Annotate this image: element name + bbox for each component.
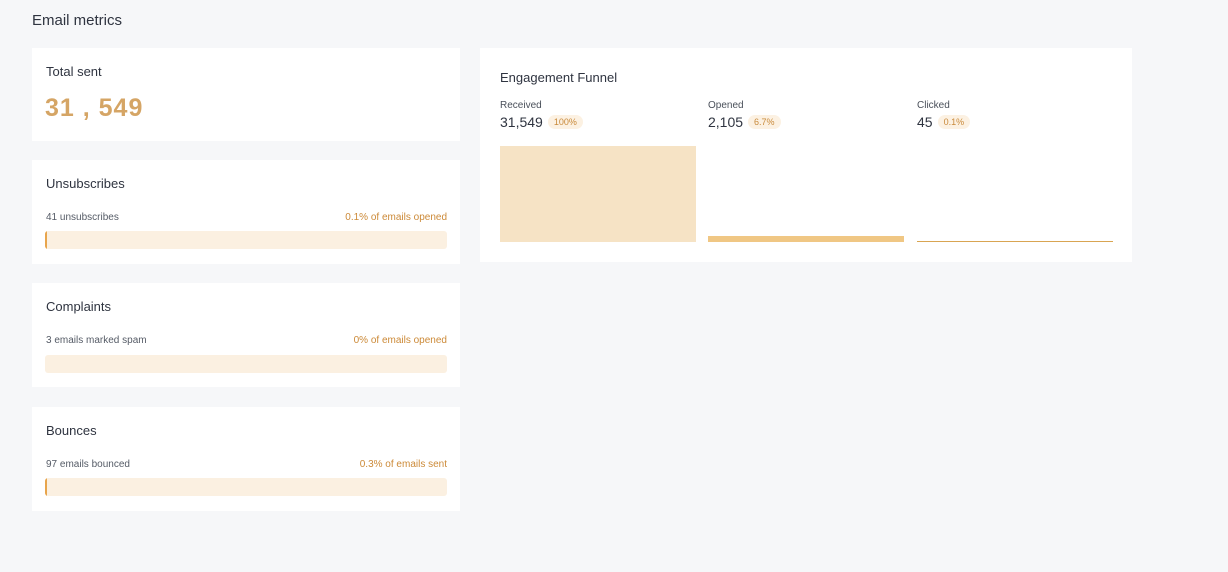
funnel-stage-label: Opened (708, 100, 744, 111)
bounces-count: 97 emails bounced (46, 459, 130, 470)
page-title: Email metrics (32, 12, 123, 29)
bounces-progress-fill (45, 478, 47, 496)
unsubscribes-rate: 0.1% of emails opened (345, 212, 447, 223)
unsubscribes-progress-track (45, 231, 447, 249)
unsubscribes-progress-fill (45, 231, 47, 249)
funnel-bar-received (500, 146, 696, 242)
total-sent-card: Total sent 31 , 549 (32, 48, 460, 141)
funnel-stage-clicked: Clicked 45 0.1% (917, 100, 1113, 130)
funnel-stage-value: 2,105 (708, 114, 744, 130)
funnel-stage-label: Clicked (917, 100, 950, 111)
funnel-stage-value: 31,549 (500, 114, 543, 130)
unsubscribes-title: Unsubscribes (46, 176, 125, 191)
complaints-count: 3 emails marked spam (46, 335, 147, 346)
total-sent-title: Total sent (46, 64, 102, 79)
total-sent-value: 31 , 549 (45, 94, 144, 122)
funnel-stage-percent-badge: 100% (547, 115, 583, 129)
bounces-card: Bounces 97 emails bounced 0.3% of emails… (32, 407, 460, 511)
funnel-stage-label: Received (500, 100, 542, 111)
engagement-funnel-title: Engagement Funnel (500, 70, 618, 85)
funnel-bar-opened (708, 235, 904, 242)
complaints-card: Complaints 3 emails marked spam 0% of em… (32, 283, 460, 387)
funnel-stage-percent-badge: 6.7% (748, 115, 781, 129)
complaints-title: Complaints (46, 299, 112, 314)
engagement-funnel-card: Engagement Funnel Received 31,549 100% O… (480, 48, 1132, 262)
bounces-progress-track (45, 478, 447, 496)
unsubscribes-card: Unsubscribes 41 unsubscribes 0.1% of ema… (32, 160, 460, 264)
bounces-rate: 0.3% of emails sent (359, 459, 447, 470)
funnel-stage-percent-badge: 0.1% (937, 115, 971, 129)
funnel-bar-clicked (917, 241, 1113, 242)
funnel-stage-opened: Opened 2,105 6.7% (708, 100, 904, 130)
complaints-rate: 0% of emails opened (353, 335, 447, 346)
unsubscribes-count: 41 unsubscribes (46, 212, 119, 223)
funnel-stage-received: Received 31,549 100% (500, 100, 696, 130)
funnel-stage-value: 45 (917, 114, 933, 130)
complaints-progress-track (45, 355, 447, 373)
bounces-title: Bounces (46, 423, 97, 438)
